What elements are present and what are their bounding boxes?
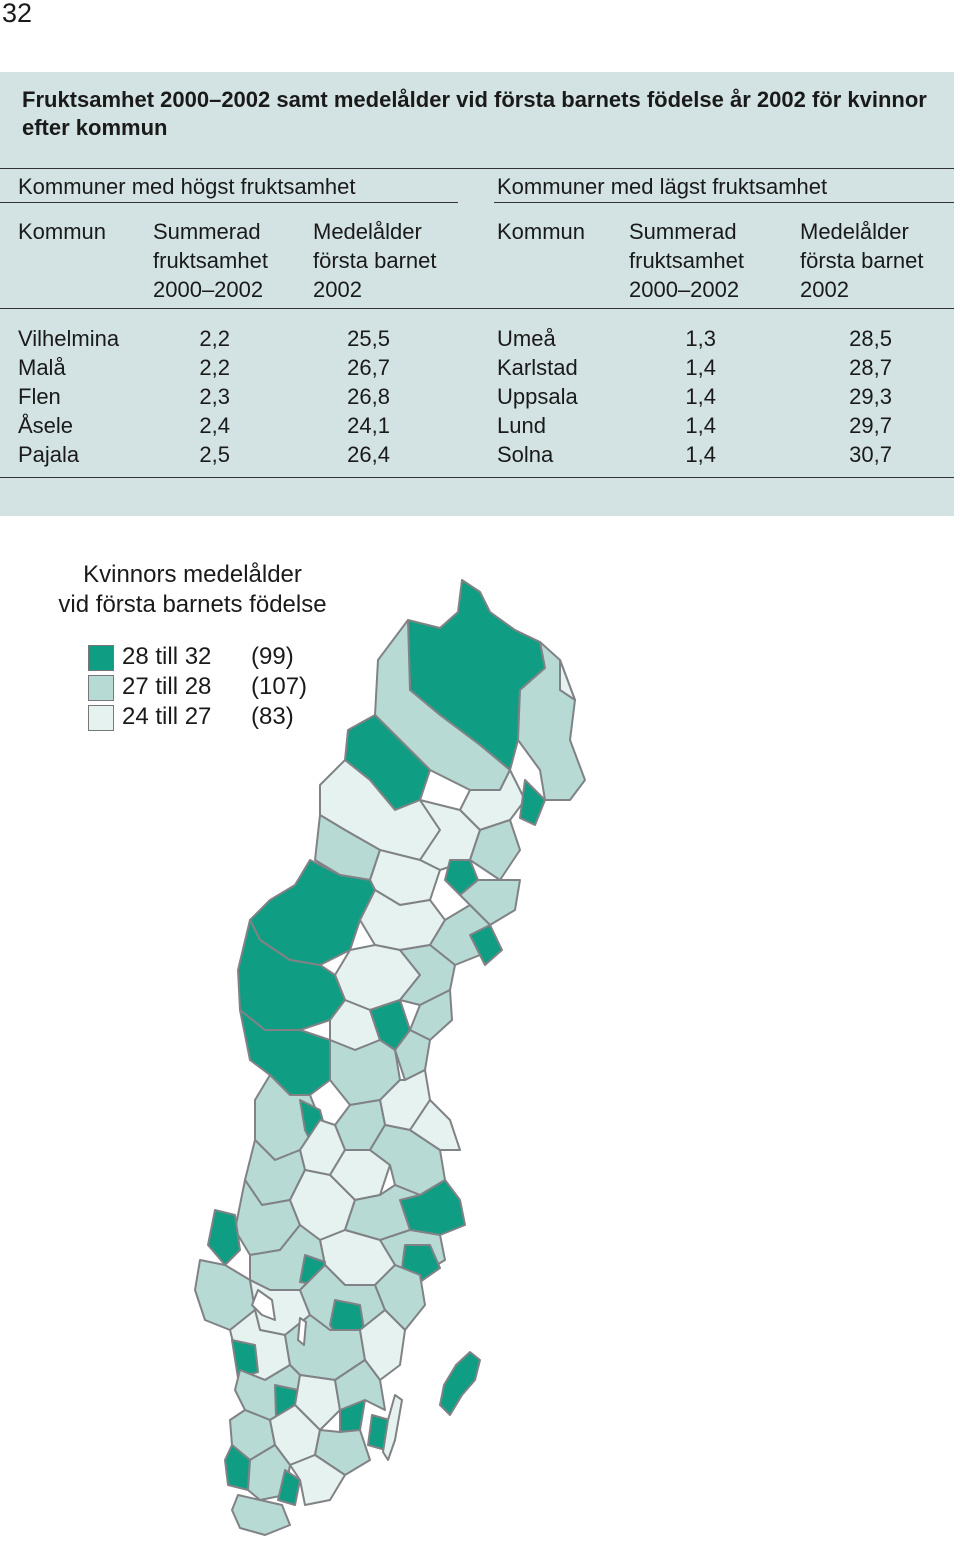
map-region [559,659,576,701]
lake-vattern [297,1317,307,1346]
map-region [207,1209,241,1266]
page-number: 32 [2,0,33,28]
rule-top [0,168,954,169]
legend-swatch [88,675,114,701]
rule-right-heading [494,202,954,203]
legend-swatch [88,645,114,671]
rule-header-bottom [0,308,954,309]
col-fruktsamhet-left: Summerad fruktsamhet 2000–2002 [153,219,268,302]
rule-bottom [0,477,954,478]
map-region [407,579,546,771]
col-medelalder-left: Medelålder första barnet 2002 [313,219,437,302]
map-region [289,1454,346,1506]
map-region [409,989,453,1041]
map-region [231,1339,259,1379]
col-fruktsamhet-right: Summerad fruktsamhet 2000–2002 [629,219,744,302]
map-region [439,1351,481,1416]
map-region [277,1469,301,1506]
map-region [409,1099,461,1151]
map-region [239,1009,331,1096]
highest-medelalder-values: 25,5 26,7 26,8 24,1 26,4 [347,326,390,467]
col-kommun-left: Kommun [18,219,107,244]
legend-swatch [88,705,114,731]
sweden-municipality-map [194,579,586,1536]
highest-heading: Kommuner med högst fruktsamhet [18,174,356,199]
box-title: Fruktsamhet 2000–2002 samt medelålder vi… [22,87,927,140]
map-region [469,819,521,881]
col-medelalder-right: Medelålder första barnet 2002 [800,219,924,302]
highest-fruktsamhet-values: 2,2 2,2 2,3 2,4 2,5 [199,326,230,467]
map-region [382,1394,403,1461]
rule-left-heading [0,202,458,203]
table-row-highest: Vilhelmina Malå Flen Åsele Pajala [18,326,120,467]
lake-vanern [251,1289,276,1321]
map-region [334,1359,386,1411]
map-region [519,779,546,826]
map-region [459,879,521,926]
legend-title: Kvinnors medelålder vid första barnets f… [58,561,327,618]
table-row-lowest: Umeå Karlstad Uppsala Lund Solna [497,326,578,467]
lowest-fruktsamhet-values: 1,3 1,4 1,4 1,4 1,4 [685,326,716,467]
map-region [224,1444,251,1491]
map-region [394,1029,431,1081]
lowest-medelalder-values: 28,5 28,7 29,3 29,7 30,7 [849,326,892,467]
map-region [231,1494,291,1536]
col-kommun-right: Kommun [497,219,586,244]
statistics-box: Fruktsamhet 2000–2002 samt medelålder vi… [0,72,954,516]
lowest-heading: Kommuner med lägst fruktsamhet [497,174,828,199]
map-region [469,924,503,966]
